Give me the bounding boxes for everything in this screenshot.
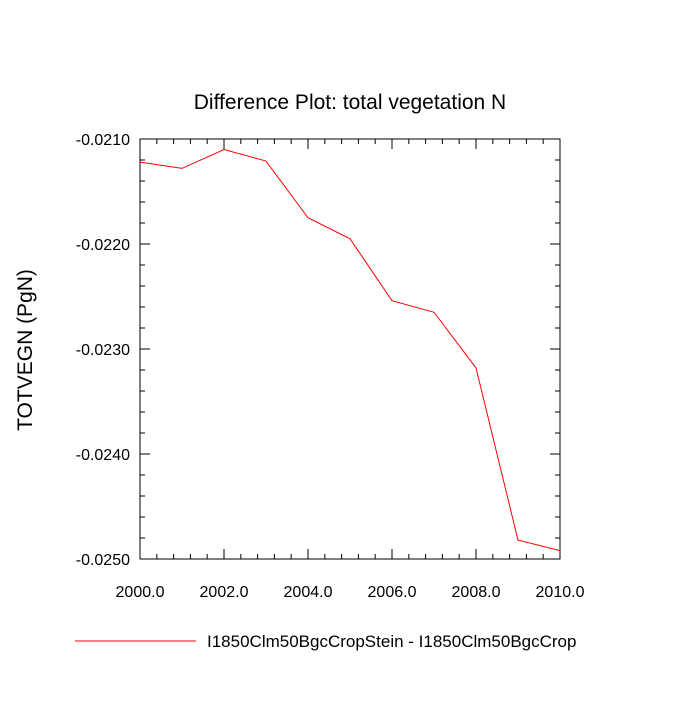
y-tick-label: -0.0240 bbox=[76, 447, 130, 464]
legend: I1850Clm50BgcCropStein - I1850Clm50BgcCr… bbox=[75, 632, 576, 651]
series-line bbox=[139, 148, 561, 552]
x-tick-label: 2006.0 bbox=[368, 584, 417, 601]
x-tick-label: 2010.0 bbox=[536, 584, 585, 601]
axis-ticks bbox=[139, 138, 561, 560]
x-tick-label: 2000.0 bbox=[116, 584, 165, 601]
x-tick-label: 2008.0 bbox=[452, 584, 501, 601]
x-tick-label: 2002.0 bbox=[200, 584, 249, 601]
y-tick-label: -0.0210 bbox=[76, 132, 130, 149]
y-tick-label: -0.0220 bbox=[76, 237, 130, 254]
y-tick-label: -0.0250 bbox=[76, 552, 130, 569]
tick-labels: 2000.0 2002.0 2004.0 2006.0 2008.0 2010.0 -0.0… bbox=[76, 132, 585, 601]
plot-frame bbox=[139, 138, 561, 560]
series-layer bbox=[139, 148, 561, 552]
y-axis-label: TOTVEGN (PgN) bbox=[14, 269, 37, 431]
x-tick-label: 2004.0 bbox=[284, 584, 333, 601]
legend-label: I1850Clm50BgcCropStein - I1850Clm50BgcCr… bbox=[207, 632, 576, 651]
y-tick-label: -0.0230 bbox=[76, 342, 130, 359]
chart-title: Difference Plot: total vegetation N bbox=[194, 91, 506, 114]
